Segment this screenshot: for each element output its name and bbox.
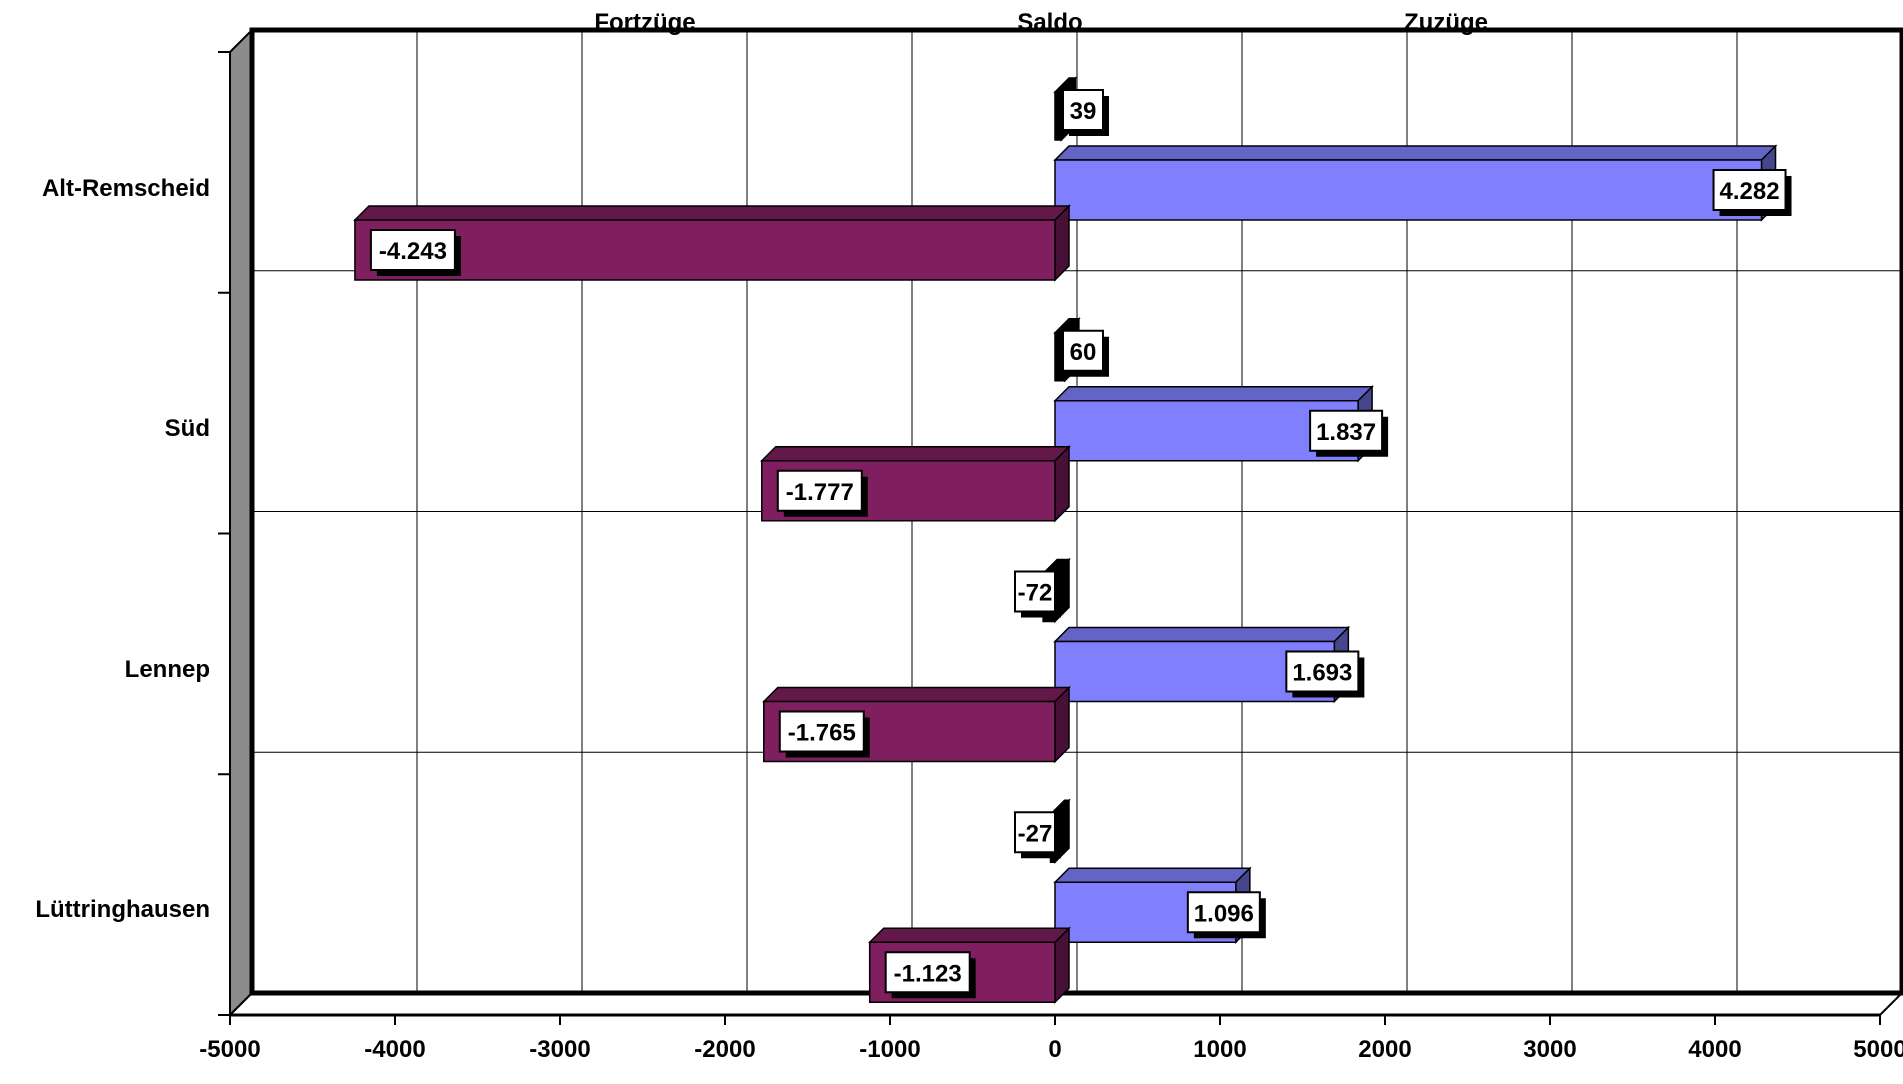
x-tick-label: -3000	[529, 1036, 590, 1063]
saldo-label-box	[1062, 329, 1104, 372]
x-tick-label: 5000	[1853, 1036, 1903, 1063]
fortzuege-bar-side	[1054, 444, 1070, 523]
zuzuege-label: 4.282	[1719, 178, 1779, 205]
fortzuege-bar-top	[761, 686, 1071, 703]
saldo-label-box	[1014, 811, 1056, 854]
x-tick-label: 3000	[1523, 1036, 1576, 1063]
data-labels: 39 4.282 -4.243 60 1.837 -1.777 -72 1.693 -1.765…	[369, 89, 1792, 999]
header-saldo: Saldo	[1017, 9, 1082, 36]
zuzuege-bar-top	[1053, 867, 1252, 883]
x-tick-label: -4000	[364, 1036, 425, 1063]
saldo-label-box	[1014, 570, 1056, 613]
x-tick-label: -2000	[694, 1036, 755, 1063]
saldo-label: 39	[1070, 98, 1097, 125]
fortzuege-bar-side	[1054, 926, 1070, 1005]
fortzuege-bar	[354, 219, 1056, 281]
fortzuege-label-box	[369, 229, 456, 271]
axes: -5000 -4000 -3000 -2000 -1000 0 1000 2000 3000 40…	[199, 51, 1903, 1063]
chart-text: Fortzüge Saldo Zuzüge Alt-Remscheid Süd …	[35, 9, 1488, 923]
category-label: Lüttringhausen	[35, 896, 210, 923]
zuzuege-bar-top	[1053, 386, 1374, 402]
fortzuege-label-box	[778, 710, 865, 753]
zuzuege-bar-top	[1053, 626, 1351, 643]
fortzuege-bar-top	[867, 927, 1071, 943]
category-label: Süd	[165, 415, 210, 442]
header-fortzuege: Fortzüge	[594, 9, 695, 36]
saldo-bar	[1054, 91, 1063, 141]
x-tick-label: 2000	[1358, 1036, 1411, 1063]
fortzuege-label: -1.765	[788, 720, 856, 747]
fortzuege-bar-side	[1054, 685, 1070, 764]
side-wall	[229, 27, 253, 1018]
saldo-label: 60	[1070, 339, 1097, 366]
fortzuege-label-box	[776, 469, 863, 512]
zuzuege-label-box	[1309, 409, 1384, 452]
fortzuege-label-box	[884, 951, 971, 994]
zuzuege-bar-top	[1053, 145, 1778, 161]
saldo-label-box	[1062, 89, 1104, 131]
zuzuege-label: 1.693	[1292, 660, 1352, 687]
fortzuege-label: -4.243	[379, 238, 447, 265]
zuzuege-label: 1.837	[1316, 419, 1376, 446]
fortzuege-bar-top	[759, 446, 1071, 462]
zuzuege-label-box	[1712, 169, 1787, 211]
x-tick-label: 1000	[1193, 1036, 1246, 1063]
zuzuege-label: 1.096	[1194, 900, 1254, 927]
x-tick-label: 0	[1048, 1036, 1061, 1063]
saldo-label: -72	[1018, 580, 1053, 607]
zuzuege-label-box	[1186, 891, 1261, 934]
zuzuege-label-box	[1285, 650, 1360, 693]
category-label: Alt-Remscheid	[42, 175, 210, 202]
zuzuege-bar	[1054, 159, 1763, 221]
zuzuege-bar	[1054, 400, 1359, 462]
fortzuege-label: -1.777	[786, 479, 854, 506]
floor	[227, 992, 1903, 1016]
x-tick-label: -1000	[859, 1036, 920, 1063]
x-tick-label: -5000	[199, 1036, 260, 1063]
fortzuege-label: -1.123	[894, 960, 962, 987]
x-tick-label: 4000	[1688, 1036, 1741, 1063]
fortzuege-bar-top	[353, 205, 1071, 221]
grid-lines	[251, 30, 1903, 993]
saldo-label: -27	[1018, 820, 1053, 847]
category-label: Lennep	[125, 656, 210, 683]
header-zuzuege: Zuzüge	[1404, 9, 1488, 36]
fortzuege-bar-side	[1054, 204, 1070, 282]
